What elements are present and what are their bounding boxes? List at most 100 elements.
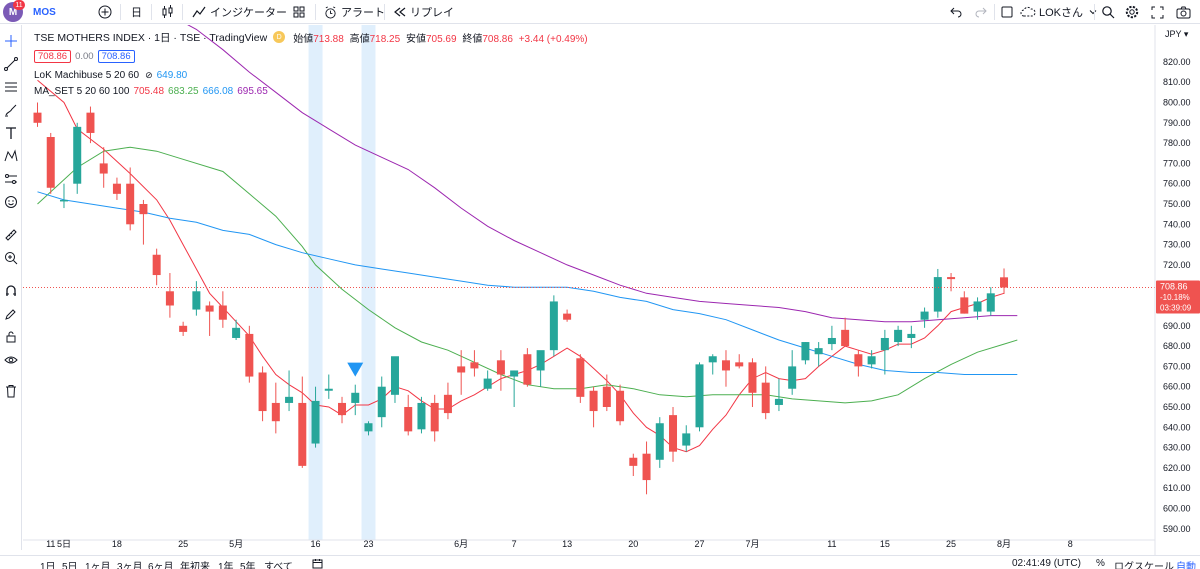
symbol-title[interactable]: TSE MOTHERS INDEX · 1日 · TSE · TradingVi… [34, 31, 268, 44]
trendline-icon [4, 57, 18, 71]
candle [761, 366, 770, 420]
candle [73, 122, 82, 194]
price-tick-label: 600.00 [1163, 504, 1191, 514]
drawing-toolbar [0, 25, 22, 550]
emoji-tool[interactable] [1, 192, 21, 212]
settings-button[interactable] [1125, 0, 1139, 24]
measure-tool[interactable] [1, 225, 21, 245]
redo-button[interactable] [975, 0, 987, 24]
fib-lines-icon [5, 82, 17, 92]
undo-button[interactable] [950, 0, 962, 24]
indicator-1-row[interactable]: LoK Machibuse 5 20 60 ⊘ 649.80 [34, 68, 588, 82]
indicators-button[interactable]: インジケーター [192, 0, 287, 24]
time-axis[interactable]: 11 5日 18 25 5月 16 23 6月 7 13 20 27 7月 11 15 25 8月 8 [23, 539, 1155, 549]
candle [510, 370, 519, 407]
range-button[interactable]: すべて [264, 562, 293, 569]
price-tick-label: 780.00 [1163, 138, 1191, 148]
candle [576, 354, 585, 403]
alert-button[interactable]: アラート [324, 0, 385, 24]
price-tick-label: 680.00 [1163, 341, 1191, 351]
bid-price[interactable]: 708.86 [34, 49, 72, 63]
price-axis[interactable]: JPY ▾ 590.00 600.00 610.00 620.00 630.00 640.0… [1154, 25, 1200, 555]
candle [59, 183, 68, 209]
text-tool[interactable] [1, 123, 21, 143]
ask-price[interactable]: 708.86 [97, 49, 135, 63]
currency-label[interactable]: JPY ▾ [1165, 29, 1189, 39]
range-button[interactable]: 年初来 [180, 562, 210, 569]
lock-all-tool[interactable] [1, 327, 21, 347]
brush-tool[interactable] [1, 100, 21, 120]
candle [192, 281, 201, 316]
remove-drawings-tool[interactable] [1, 381, 21, 401]
time-tick-label: 15 [880, 539, 890, 549]
candle [126, 167, 135, 231]
fullscreen-button[interactable] [1151, 0, 1164, 24]
interval-button[interactable]: 日 [131, 7, 142, 19]
replay-button[interactable]: リプレイ [393, 0, 454, 24]
layout-name-button[interactable]: LOKさん [1020, 0, 1098, 24]
goto-date-button[interactable] [312, 558, 323, 569]
compare-button[interactable] [98, 0, 112, 24]
price-tick-label: 740.00 [1163, 219, 1191, 229]
time-tick-label: 23 [363, 539, 373, 549]
hide-drawings-tool[interactable] [1, 350, 21, 370]
candle [986, 287, 995, 316]
lock-drawing-tool[interactable] [1, 304, 21, 324]
last-change-value: -10.18% [1160, 293, 1190, 302]
range-button[interactable]: 1ヶ月 [85, 562, 111, 569]
range-button[interactable]: 5年 [240, 562, 256, 569]
range-button[interactable]: 5日 [62, 562, 78, 569]
crosshair-tool[interactable] [1, 31, 21, 51]
multi-layout-button[interactable] [1001, 0, 1013, 24]
percent-toggle[interactable]: % [1096, 558, 1105, 569]
chart-style-button[interactable] [160, 0, 174, 24]
auto-scale-toggle[interactable]: 自動 [1176, 562, 1196, 569]
candle [721, 350, 730, 387]
symbol-search[interactable]: MOS [33, 0, 56, 24]
range-button[interactable]: 6ヶ月 [148, 562, 174, 569]
search-button[interactable] [1101, 0, 1115, 24]
time-tick-label: 8 [1068, 539, 1073, 549]
time-tick-label: 20 [628, 539, 638, 549]
candle [179, 321, 188, 336]
search-icon [1102, 6, 1115, 19]
candle [232, 319, 241, 341]
indicator-2-row[interactable]: MA_SET 5 20 60 100 705.48 683.25 666.08 … [34, 84, 588, 98]
clock-readout[interactable]: 02:41:49 (UTC) [1012, 558, 1081, 569]
snapshot-button[interactable] [1176, 0, 1191, 24]
candle [629, 453, 638, 477]
candle [814, 342, 823, 367]
layouts-button[interactable] [293, 0, 305, 24]
range-button[interactable]: 1年 [218, 562, 234, 569]
candle [880, 329, 889, 375]
fib-tool[interactable] [1, 77, 21, 97]
trendline-tool[interactable] [1, 54, 21, 74]
zoom-tool[interactable] [1, 248, 21, 268]
candle [271, 382, 280, 434]
price-tick-label: 610.00 [1163, 483, 1191, 493]
gear-icon [1125, 5, 1139, 19]
last-price-badge [1156, 280, 1200, 314]
countdown-value: 03:39:09 [1160, 304, 1192, 313]
candle [549, 295, 558, 357]
forecast-tool[interactable] [1, 169, 21, 189]
square-icon [1001, 6, 1013, 18]
signal-marker [347, 362, 364, 377]
range-button[interactable]: 1日 [40, 562, 56, 569]
time-tick-label: 7月 [745, 539, 759, 549]
smiley-icon [5, 196, 17, 208]
time-tick-label: 11 [46, 539, 55, 549]
candle [311, 386, 320, 448]
candle [695, 362, 704, 432]
candle [907, 325, 916, 349]
pattern-tool[interactable] [1, 146, 21, 166]
candle [165, 273, 174, 318]
candle [99, 147, 108, 188]
log-scale-toggle[interactable]: ログスケール [1114, 562, 1174, 569]
candle [563, 309, 572, 322]
range-button[interactable]: 3ヶ月 [117, 562, 143, 569]
spread: 0.00 [75, 50, 94, 62]
magnet-tool[interactable] [1, 281, 21, 301]
zoom-in-icon [5, 252, 18, 265]
